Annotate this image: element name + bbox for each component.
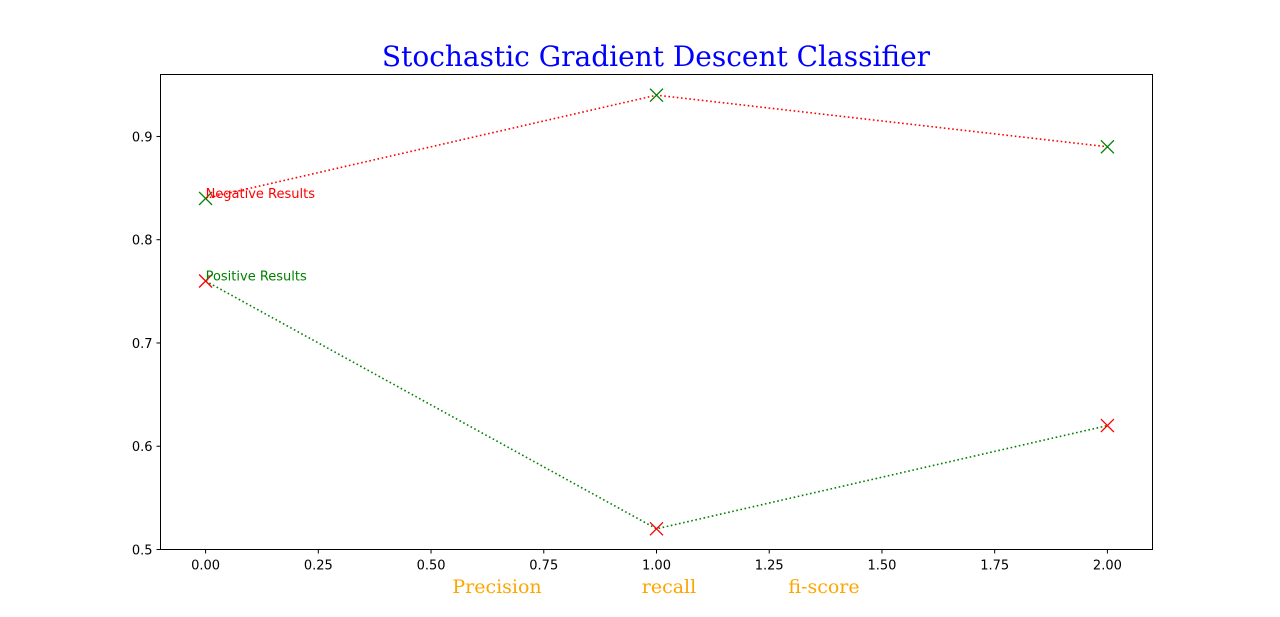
x-tick-label: 1.00 [642, 559, 671, 574]
y-tick-label: 0.9 [132, 130, 153, 145]
annotation-label: Negative Results [206, 187, 316, 202]
series-2-point [649, 521, 664, 536]
x-tick-label: 2.00 [1093, 559, 1122, 574]
x-tick-label: 1.25 [755, 559, 784, 574]
x-axis-label-fi-score: fi-score [788, 576, 859, 598]
x-axis: 0.00 0.25 0.50 0.75 1.00 1.25 1.50 1.75 2.00 [191, 549, 1122, 574]
x-tick-label: 0.25 [304, 559, 333, 574]
x-tick-label: 0.75 [529, 559, 558, 574]
series-1-point [1100, 139, 1115, 154]
series-1-point [198, 191, 213, 206]
x-tick-label: 1.50 [867, 559, 896, 574]
series-2-point [198, 274, 213, 288]
y-tick-label: 0.7 [132, 337, 153, 352]
y-axis: 0.5 0.6 0.7 0.8 0.9 [132, 130, 161, 559]
annotation-label: Positive Results [206, 270, 307, 285]
series-1-point [649, 88, 664, 103]
y-tick-label: 0.5 [132, 544, 153, 559]
x-tick-label: 0.50 [417, 559, 446, 574]
x-axis-label-recall: recall [642, 576, 696, 598]
x-tick-label: 1.75 [980, 559, 1009, 574]
plot-area [160, 74, 1153, 550]
y-tick-label: 0.6 [132, 440, 153, 455]
annotations: Negative Results Positive Results [206, 187, 316, 285]
x-axis-label-precision: Precision [452, 576, 541, 598]
series-layer [198, 88, 1115, 536]
series-2-point [1100, 418, 1115, 433]
x-tick-label: 0.00 [191, 559, 220, 574]
x-axis-label: Precision recall fi-score [452, 576, 859, 598]
chart-title: Stochastic Gradient Descent Classifier [382, 40, 931, 73]
y-tick-label: 0.8 [132, 234, 153, 249]
